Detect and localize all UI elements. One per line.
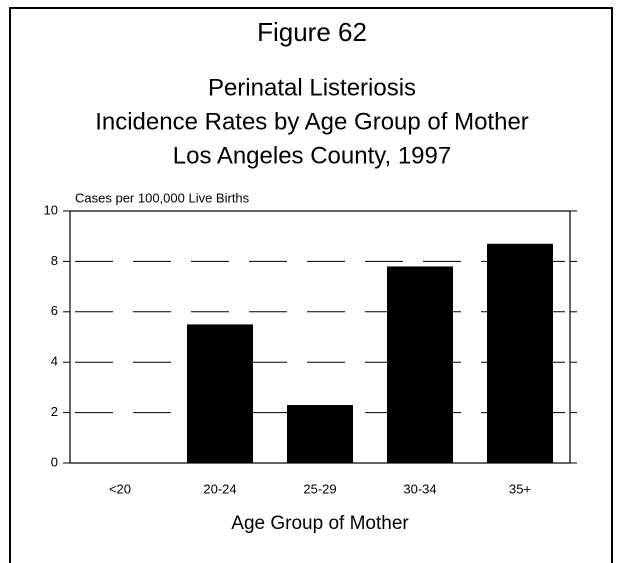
bar [287, 405, 353, 463]
y-tick-label: 8 [51, 253, 58, 268]
y-tick-label: 4 [51, 354, 58, 369]
y-tick-label: 0 [51, 454, 58, 469]
y-tick-label: 6 [51, 303, 58, 318]
x-tick-label: 20-24 [203, 481, 236, 496]
bar [187, 324, 253, 463]
y-tick-label: 10 [44, 202, 58, 217]
chart-subtitle: Perinatal Listeriosis [208, 74, 416, 101]
bar [487, 243, 553, 463]
y-tick-label: 2 [51, 404, 58, 419]
x-tick-label: <20 [109, 481, 131, 496]
x-tick-label: 25-29 [303, 481, 336, 496]
x-tick-label: 35+ [509, 481, 531, 496]
chart-subtitle: Incidence Rates by Age Group of Mother [95, 108, 529, 135]
y-axis-label: Cases per 100,000 Live Births [75, 190, 250, 205]
x-tick-label: 30-34 [403, 481, 436, 496]
plot-frame [69, 210, 571, 464]
x-axis-label: Age Group of Mother [231, 513, 409, 534]
chart-title: Figure 62 [257, 17, 367, 47]
chart-subtitle: Los Angeles County, 1997 [173, 142, 451, 169]
bar [387, 266, 453, 463]
